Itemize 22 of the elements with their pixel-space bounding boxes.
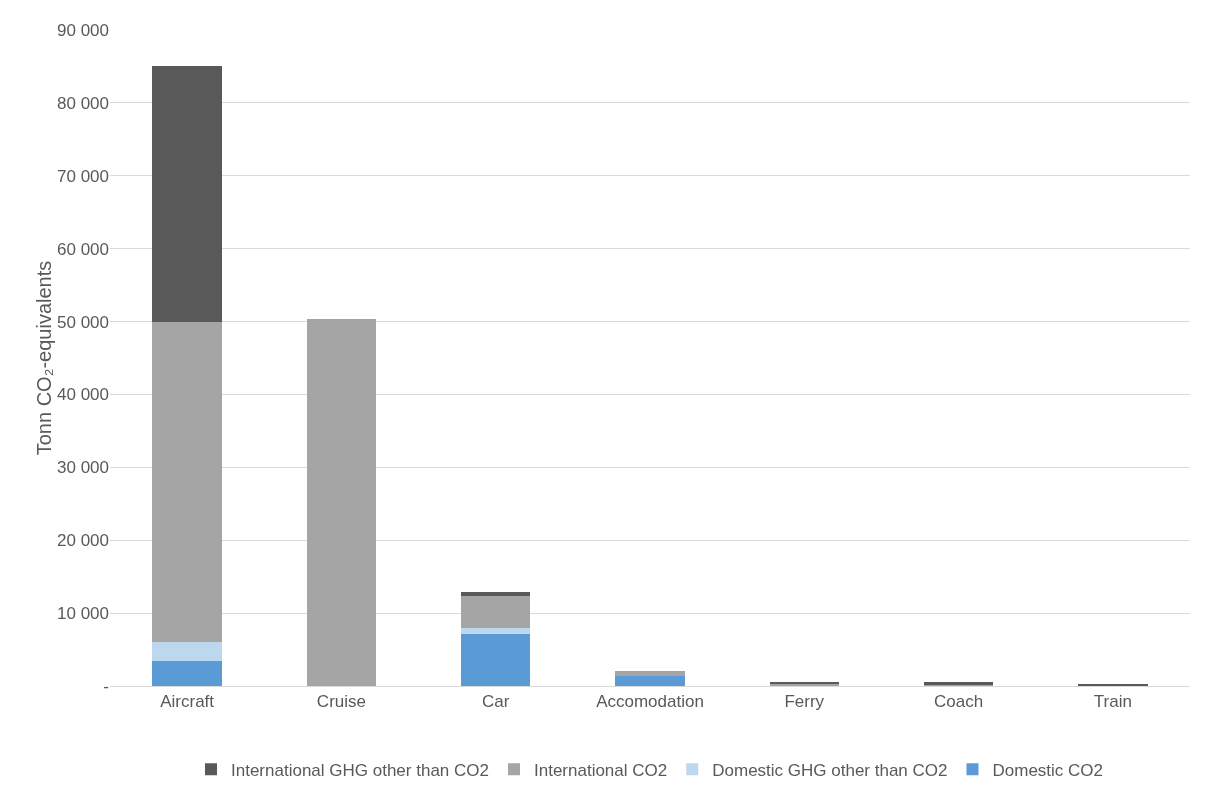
x-tick-label: Train — [1093, 692, 1132, 712]
legend-label: International GHG other than CO2 — [231, 760, 489, 780]
x-tick-label: Ferry — [784, 692, 825, 712]
y-tick-label: 70 000 — [57, 166, 109, 186]
y-axis-title: Tonn CO₂-equivalents — [33, 260, 55, 456]
y-tick-label: 80 000 — [57, 93, 109, 113]
y-tick-label: - — [103, 676, 109, 696]
legend-label: International CO2 — [533, 760, 668, 780]
y-tick-label: 50 000 — [57, 312, 109, 332]
y-tick-label: 10 000 — [57, 604, 109, 624]
y-tick-label: 60 000 — [57, 239, 109, 259]
x-tick-label: Coach — [934, 692, 984, 712]
x-tick-label: Aircraft — [160, 692, 215, 712]
x-tick-label: Car — [482, 692, 510, 712]
legend-label: Domestic GHG other than CO2 — [712, 760, 948, 780]
x-tick-label: Cruise — [316, 692, 366, 712]
y-tick-label: 40 000 — [57, 385, 109, 405]
y-tick-label: 90 000 — [57, 20, 109, 40]
legend-label: Domestic CO2 — [992, 760, 1104, 780]
y-tick-label: 20 000 — [57, 531, 109, 551]
y-tick-label: 30 000 — [57, 458, 109, 478]
x-tick-label: Accomodation — [596, 692, 704, 712]
